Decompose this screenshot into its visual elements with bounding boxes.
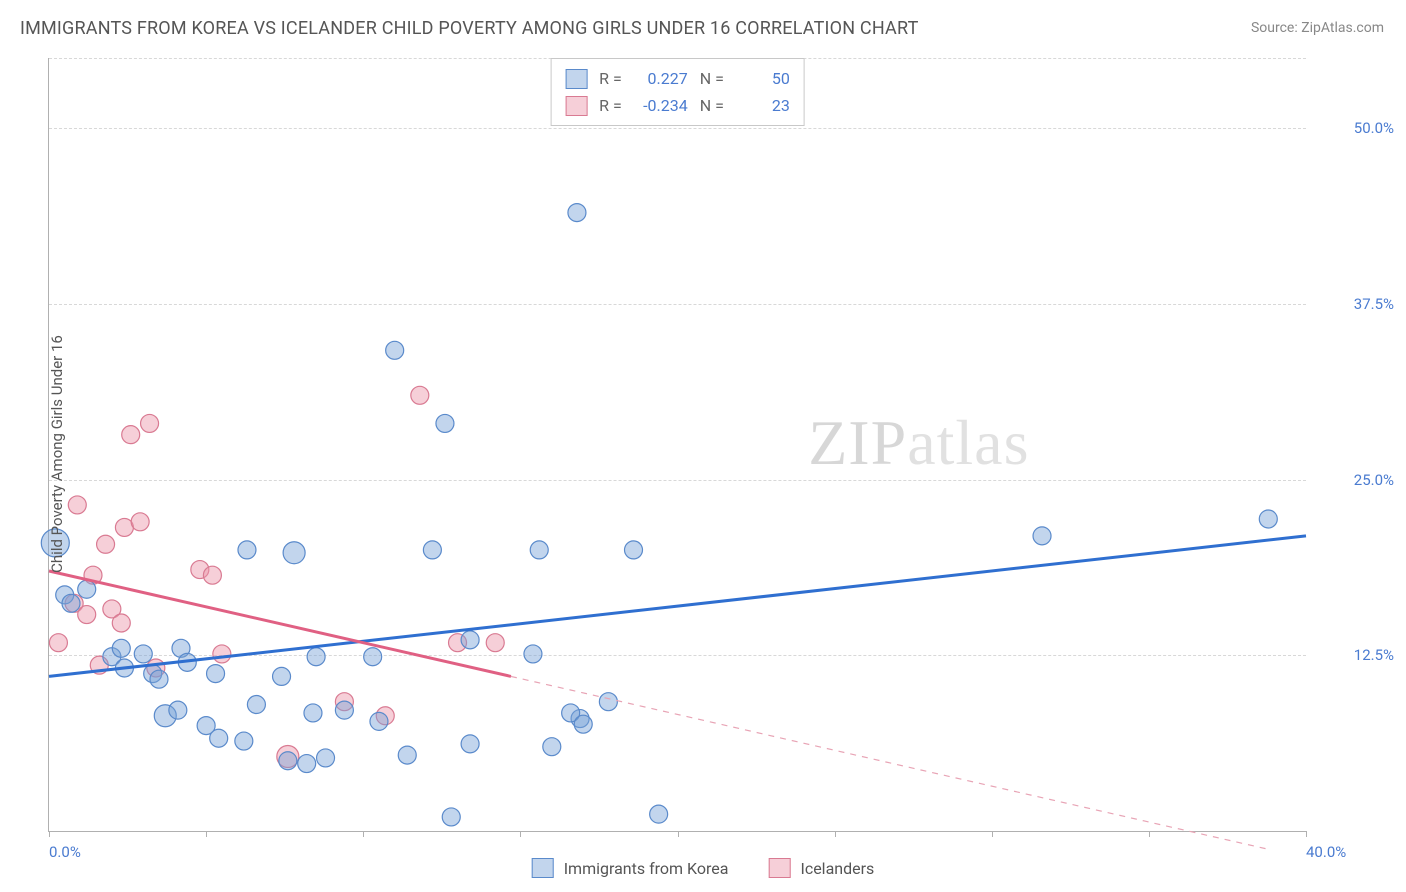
data-point — [625, 541, 643, 559]
r-label: R = — [599, 65, 622, 92]
data-point — [335, 701, 353, 719]
data-point — [461, 631, 479, 649]
data-point — [524, 645, 542, 663]
data-point — [210, 729, 228, 747]
data-point — [1033, 527, 1051, 545]
x-tick — [1149, 831, 1150, 837]
x-tick-label: 40.0% — [1306, 843, 1386, 861]
trendline-series-a — [49, 536, 1306, 677]
data-point — [364, 648, 382, 666]
data-point — [122, 426, 140, 444]
data-point — [112, 614, 130, 632]
data-point — [411, 386, 429, 404]
x-tick — [1306, 831, 1307, 837]
r-label: R = — [599, 92, 622, 119]
x-tick — [206, 831, 207, 837]
legend-label: Icelanders — [800, 859, 874, 878]
data-point — [442, 808, 460, 826]
data-point — [49, 634, 67, 652]
data-point — [141, 414, 159, 432]
n-label: N = — [700, 92, 724, 119]
data-point — [247, 696, 265, 714]
legend-row-series-b: R = -0.234 N = 23 — [565, 92, 790, 119]
x-tick — [363, 831, 364, 837]
legend-item-series-b: Icelanders — [768, 858, 874, 878]
data-point — [78, 606, 96, 624]
data-point — [283, 542, 305, 564]
trendline-series-b-extrapolated — [511, 676, 1268, 849]
r-value: -0.234 — [634, 92, 688, 119]
data-point — [370, 712, 388, 730]
data-point — [213, 645, 231, 663]
data-point — [398, 746, 416, 764]
chart-svg — [49, 58, 1306, 831]
data-point — [543, 738, 561, 756]
data-point — [238, 541, 256, 559]
data-point — [1259, 510, 1277, 528]
data-point — [423, 541, 441, 559]
data-point — [97, 535, 115, 553]
n-label: N = — [700, 65, 724, 92]
data-point — [574, 715, 592, 733]
data-point — [298, 755, 316, 773]
n-value: 23 — [736, 92, 790, 119]
data-point — [112, 639, 130, 657]
legend-label: Immigrants from Korea — [564, 859, 729, 878]
legend-item-series-a: Immigrants from Korea — [532, 858, 729, 878]
x-tick — [992, 831, 993, 837]
y-tick-label: 12.5% — [1314, 646, 1394, 664]
data-point — [273, 667, 291, 685]
data-point — [68, 496, 86, 514]
x-tick — [520, 831, 521, 837]
x-tick — [49, 831, 50, 837]
n-value: 50 — [736, 65, 790, 92]
y-tick-label: 50.0% — [1314, 119, 1394, 137]
data-point — [62, 594, 80, 612]
data-point — [203, 566, 221, 584]
data-point — [207, 665, 225, 683]
y-tick-label: 25.0% — [1314, 471, 1394, 489]
data-point — [386, 341, 404, 359]
correlation-chart: IMMIGRANTS FROM KOREA VS ICELANDER CHILD… — [0, 0, 1406, 892]
legend-row-series-a: R = 0.227 N = 50 — [565, 65, 790, 92]
data-point — [307, 648, 325, 666]
data-point — [169, 701, 187, 719]
data-point — [461, 735, 479, 753]
data-point — [279, 752, 297, 770]
x-tick — [678, 831, 679, 837]
swatch-icon — [532, 858, 554, 878]
data-point — [304, 704, 322, 722]
swatch-icon — [565, 69, 587, 89]
data-point — [599, 693, 617, 711]
series-legend: Immigrants from Korea Icelanders — [532, 858, 875, 878]
swatch-icon — [565, 96, 587, 116]
data-point — [650, 805, 668, 823]
data-point — [150, 670, 168, 688]
data-point — [530, 541, 548, 559]
data-point — [235, 732, 253, 750]
r-value: 0.227 — [634, 65, 688, 92]
chart-title: IMMIGRANTS FROM KOREA VS ICELANDER CHILD… — [20, 18, 919, 39]
data-point — [317, 749, 335, 767]
data-point — [568, 204, 586, 222]
x-tick-label: 0.0% — [49, 843, 81, 861]
data-point — [78, 580, 96, 598]
data-point — [131, 513, 149, 531]
plot-area: Child Poverty Among Girls Under 16 ZIPat… — [48, 58, 1306, 832]
y-tick-label: 37.5% — [1314, 295, 1394, 313]
x-tick — [835, 831, 836, 837]
source-attribution: Source: ZipAtlas.com — [1251, 20, 1384, 36]
swatch-icon — [768, 858, 790, 878]
data-point — [134, 645, 152, 663]
y-axis-label: Child Poverty Among Girls Under 16 — [48, 335, 66, 573]
correlation-legend: R = 0.227 N = 50 R = -0.234 N = 23 — [550, 58, 805, 126]
data-point — [486, 634, 504, 652]
data-point — [436, 414, 454, 432]
